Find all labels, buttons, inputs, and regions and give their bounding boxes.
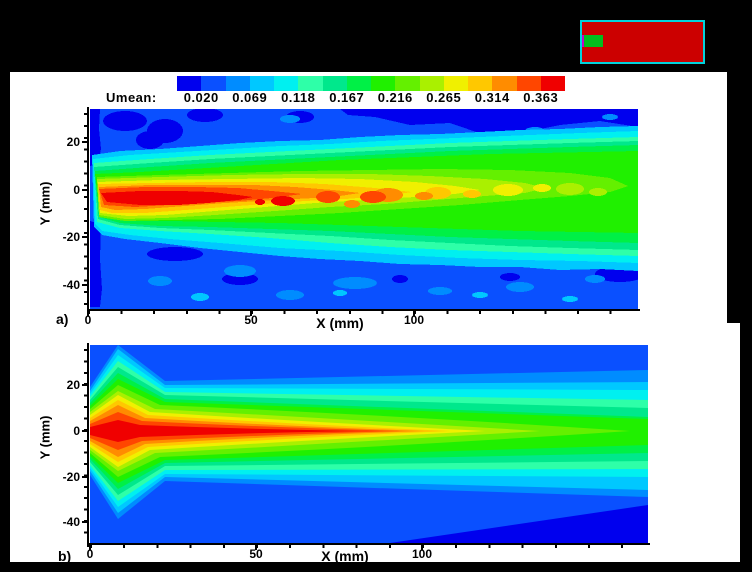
plot-a-y-tick xyxy=(82,189,87,191)
colorbar-segment xyxy=(371,76,396,91)
colorbar-segment xyxy=(492,76,517,91)
plot-b-x-tick-label: 0 xyxy=(86,547,94,561)
plot-a-y-tick-label: -20 xyxy=(62,230,80,244)
plot-b-x-tick xyxy=(255,545,257,550)
colorbar-tick-label: 0.020 xyxy=(183,90,219,105)
plot-b-x-axis-title: X (mm) xyxy=(321,548,369,564)
plot-b-y-axis-title: Y (mm) xyxy=(37,415,53,460)
plot-b-x-tick-label: 50 xyxy=(249,547,263,561)
colorbar-tick-label: 0.363 xyxy=(523,90,559,105)
colorbar-segment xyxy=(516,76,541,91)
plot-a-y-tick xyxy=(82,236,87,238)
plot-a-x-tick-label: 100 xyxy=(403,313,425,327)
panel-label-a: a) xyxy=(56,311,69,327)
colorbar-segment xyxy=(540,76,565,91)
plot-b-y-tick-label: -20 xyxy=(62,470,80,484)
plot-a-y-tick xyxy=(82,284,87,286)
colorbar-tick-label: 0.167 xyxy=(329,90,365,105)
colorbar-tick-label: 0.314 xyxy=(474,90,510,105)
plot-a-y-axis-line xyxy=(87,107,89,312)
plot-a-x-axis-title: X (mm) xyxy=(316,315,364,331)
plot-a-y-axis-title: Y (mm) xyxy=(37,181,53,226)
plot-b-y-tick-label: 0 xyxy=(73,424,80,438)
plot-b-x-tick xyxy=(421,545,423,550)
contour-plot-a xyxy=(90,109,638,309)
plot-a-x-axis-line xyxy=(87,309,640,311)
plot-b-x-axis-line xyxy=(87,543,650,545)
plot-a-x-tick xyxy=(250,311,252,316)
plot-a-x-minor-ticks xyxy=(88,311,638,314)
colorbar-segment xyxy=(443,76,468,91)
plot-a-y-tick-label: -40 xyxy=(62,278,80,292)
colorbar-segment xyxy=(225,76,250,91)
colorbar-tick-label: 0.069 xyxy=(232,90,268,105)
plot-b-y-tick-label: 20 xyxy=(66,378,80,392)
logo-green-rectangle xyxy=(584,35,603,47)
plot-a-y-minor-ticks xyxy=(84,113,87,309)
colorbar-segment xyxy=(468,76,493,91)
plot-a-x-tick xyxy=(87,311,89,316)
colorbar-segment xyxy=(298,76,323,91)
plot-b-y-axis-line xyxy=(87,343,89,547)
colorbar-segment xyxy=(322,76,347,91)
plot-a-y-tick xyxy=(82,141,87,143)
plot-a-y-tick-label: 0 xyxy=(73,183,80,197)
logo-magenta-sliver xyxy=(582,35,584,47)
colorbar-title: Umean: xyxy=(106,90,157,105)
plot-b-x-tick xyxy=(89,545,91,550)
plot-a-x-tick xyxy=(413,311,415,316)
colorbar-tick-label: 0.265 xyxy=(426,90,462,105)
plot-b-x-tick-label: 100 xyxy=(411,547,433,561)
colorbar-tick-labels: 0.020 0.069 0.118 0.167 0.216 0.265 0.31… xyxy=(177,90,565,105)
plot-a-y-tick-label: 20 xyxy=(66,135,80,149)
colorbar xyxy=(177,76,565,91)
colorbar-segment xyxy=(201,76,226,91)
colorbar-segment xyxy=(395,76,420,91)
panel-label-b: b) xyxy=(58,548,72,564)
plot-b-y-tick xyxy=(82,521,87,523)
plot-b-y-minor-ticks xyxy=(84,349,87,541)
colorbar-segment xyxy=(274,76,299,91)
logo-red-rectangle xyxy=(580,20,705,64)
colorbar-tick-label: 0.216 xyxy=(377,90,413,105)
colorbar-segment xyxy=(346,76,371,91)
plot-b-x-minor-ticks xyxy=(90,545,648,548)
colorbar-segment xyxy=(177,76,202,91)
colorbar-segment xyxy=(419,76,444,91)
plot-b-y-tick xyxy=(82,384,87,386)
plot-b-y-tick-label: -40 xyxy=(62,515,80,529)
plot-b-y-tick xyxy=(82,476,87,478)
contour-plot-b xyxy=(90,345,648,543)
plot-a-x-tick-label: 0 xyxy=(84,313,92,327)
plot-b-y-tick xyxy=(82,430,87,432)
page-background-extension xyxy=(727,323,740,562)
plot-a-x-tick-label: 50 xyxy=(244,313,258,327)
colorbar-segment xyxy=(249,76,274,91)
colorbar-tick-label: 0.118 xyxy=(281,90,316,105)
